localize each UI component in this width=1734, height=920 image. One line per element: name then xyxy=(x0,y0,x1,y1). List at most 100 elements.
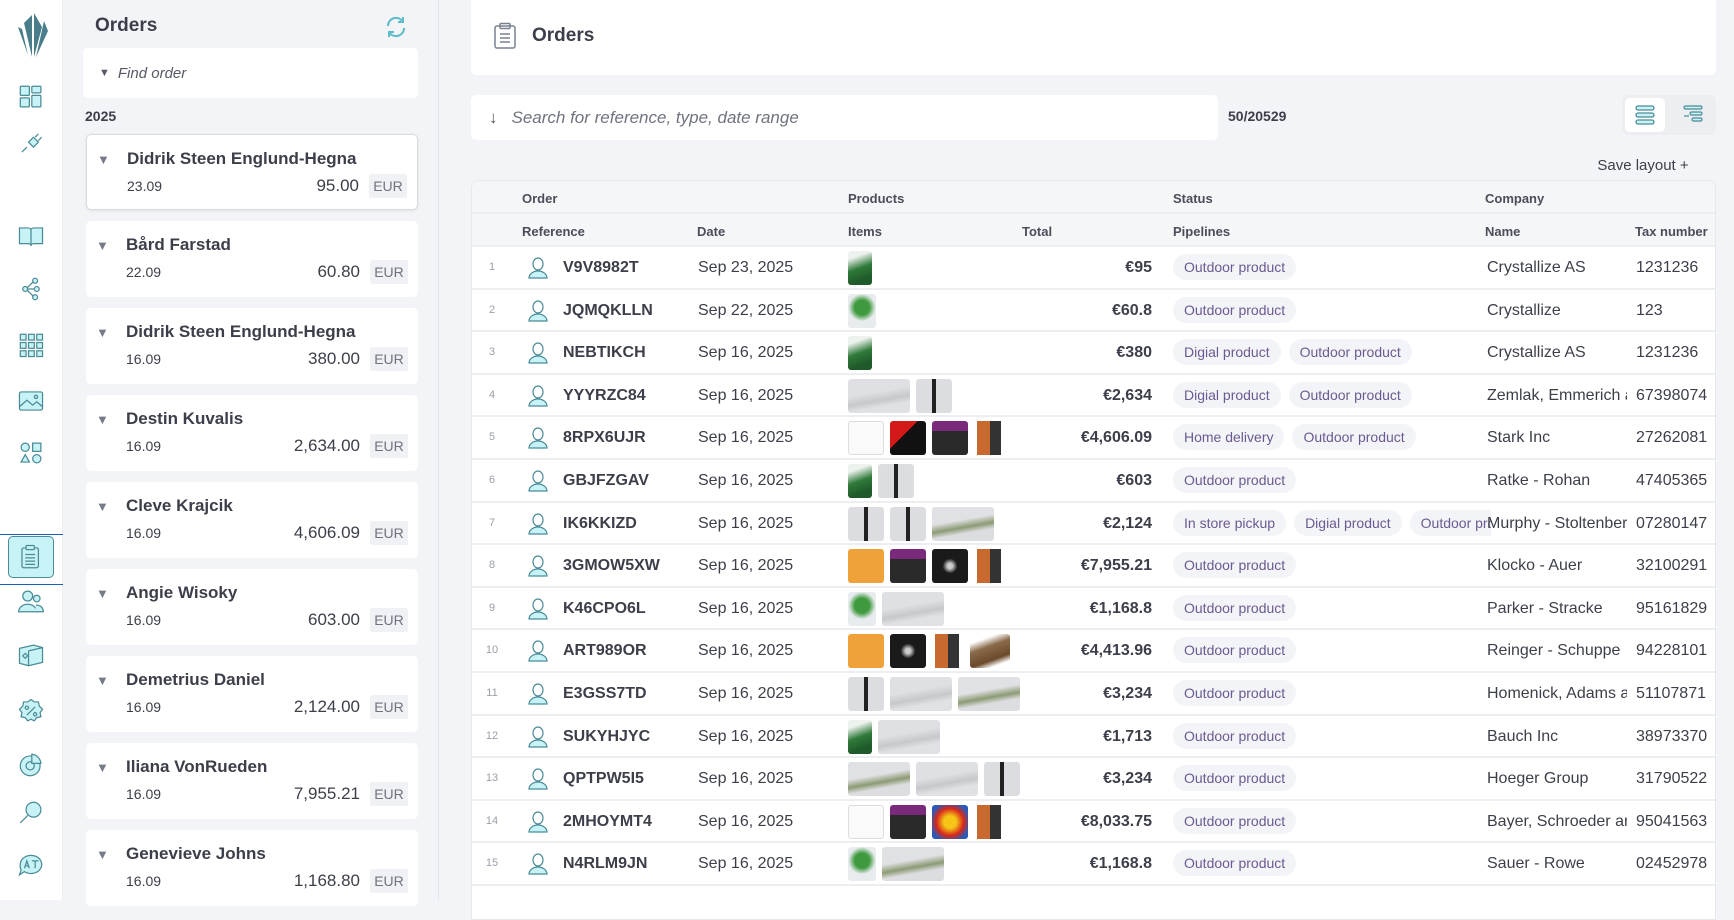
order-card[interactable]: ▼ Demetrius Daniel 16.09 2,124.00 EUR xyxy=(86,656,418,732)
shapes-icon[interactable] xyxy=(14,436,48,470)
product-thumbnail-lamp[interactable] xyxy=(878,464,914,498)
customers-icon[interactable] xyxy=(14,584,48,618)
col-tax-number[interactable]: Tax number xyxy=(1635,224,1708,239)
order-card[interactable]: ▼ Didrik Steen Englund-Hegna 16.09 380.0… xyxy=(86,308,418,384)
product-thumbnail-chair-green[interactable] xyxy=(932,506,994,541)
table-row[interactable]: 7 IK6KKIZD Sep 16, 2025 €2,124 In store … xyxy=(472,503,1715,546)
product-thumbnail-turntable[interactable] xyxy=(970,634,1010,669)
table-row[interactable]: 11 E3GSS7TD Sep 16, 2025 €3,234 Outdoor … xyxy=(472,673,1715,716)
product-thumbnail-plant[interactable] xyxy=(848,719,872,754)
product-thumbnail-sabbath[interactable] xyxy=(890,549,926,584)
table-row[interactable]: 1 V9V8982T Sep 23, 2025 €95 Outdoor prod… xyxy=(472,247,1715,290)
pipeline-badge[interactable]: Digial product xyxy=(1294,509,1402,536)
product-thumbnail-orange[interactable] xyxy=(848,634,884,669)
order-reference[interactable]: ART989OR xyxy=(563,642,647,660)
translate-icon[interactable] xyxy=(14,848,48,882)
dashboard-icon[interactable] xyxy=(14,80,48,114)
product-thumbnail-plant[interactable] xyxy=(848,464,872,498)
product-thumbnail-chair[interactable] xyxy=(916,762,978,797)
order-reference[interactable]: 2MHOYMT4 xyxy=(563,812,652,830)
order-reference[interactable]: 3GMOW5XW xyxy=(563,557,660,575)
expand-triangle-icon[interactable]: ▼ xyxy=(96,325,109,340)
product-thumbnail-chair-green[interactable] xyxy=(848,762,910,797)
table-row[interactable]: 4 YYYRZC84 Sep 16, 2025 €2,634 Digial pr… xyxy=(472,375,1715,418)
order-card[interactable]: ▼ Bård Farstad 22.09 60.80 EUR xyxy=(86,221,418,297)
product-thumbnail-lamp[interactable] xyxy=(848,506,884,541)
product-thumbnail-speaker[interactable] xyxy=(974,421,1006,456)
search-input[interactable]: ↓ Search for reference, type, date range xyxy=(471,95,1218,140)
col-pipelines[interactable]: Pipelines xyxy=(1173,224,1231,239)
table-row[interactable]: 15 N4RLM9JN Sep 16, 2025 €1,168.8 Outdoo… xyxy=(472,843,1715,886)
order-reference[interactable]: JQMQKLLN xyxy=(563,301,653,319)
order-card[interactable]: ▼ Cleve Krajcik 16.09 4,606.09 EUR xyxy=(86,482,418,558)
pipeline-badge[interactable]: Outdoor product xyxy=(1173,552,1297,579)
col-items[interactable]: Items xyxy=(848,224,882,239)
order-reference[interactable]: N4RLM9JN xyxy=(563,855,648,873)
expand-triangle-icon[interactable]: ▼ xyxy=(96,586,109,601)
image-icon[interactable] xyxy=(14,384,48,418)
product-thumbnail-chair-green[interactable] xyxy=(882,847,944,882)
pipeline-badge[interactable]: Outdoor product xyxy=(1173,850,1297,877)
pipeline-badge[interactable]: Outdoor product xyxy=(1173,680,1297,706)
table-row[interactable]: 8 3GMOW5XW Sep 16, 2025 €7,955.21 Outdoo… xyxy=(472,545,1715,588)
product-thumbnail-beatles[interactable] xyxy=(848,804,884,839)
order-reference[interactable]: SUKYHJYC xyxy=(563,727,651,745)
pipeline-badge[interactable]: Outdoor product xyxy=(1173,296,1297,323)
pipeline-badge[interactable]: Outdoor product xyxy=(1288,381,1412,408)
product-thumbnail-orange[interactable] xyxy=(848,549,884,584)
order-card[interactable]: ▼ Didrik Steen Englund-Hegna 23.09 95.00… xyxy=(86,134,418,210)
order-reference[interactable]: YYYRZC84 xyxy=(563,386,646,404)
order-reference[interactable]: V9V8982T xyxy=(563,259,639,276)
product-thumbnail-chair[interactable] xyxy=(890,677,952,711)
order-reference[interactable]: IK6KKIZD xyxy=(563,514,637,532)
grid-icon[interactable] xyxy=(14,328,48,362)
box-icon[interactable] xyxy=(14,638,48,672)
product-thumbnail-speaker[interactable] xyxy=(932,634,964,669)
product-thumbnail-beatles[interactable] xyxy=(848,421,884,456)
refresh-icon[interactable] xyxy=(383,14,409,45)
pipeline-badge[interactable]: Outdoor product xyxy=(1288,339,1412,366)
order-card[interactable]: ▼ Angie Wisoky 16.09 603.00 EUR xyxy=(86,569,418,645)
pipeline-badge[interactable]: Home delivery xyxy=(1173,424,1285,451)
chart-icon[interactable] xyxy=(14,748,48,782)
pipeline-badge[interactable]: Outdoor product xyxy=(1173,254,1297,280)
expand-triangle-icon[interactable]: ▼ xyxy=(96,412,109,427)
pipeline-badge[interactable]: Outdoor product xyxy=(1409,509,1491,536)
product-thumbnail-sabbath[interactable] xyxy=(932,421,968,456)
product-thumbnail-lamp[interactable] xyxy=(916,378,952,413)
product-thumbnail-album-fire[interactable] xyxy=(932,804,968,839)
plug-icon[interactable] xyxy=(14,126,48,160)
product-thumbnail-album-dark[interactable] xyxy=(932,549,968,584)
expand-triangle-icon[interactable]: ▼ xyxy=(96,673,109,688)
col-name[interactable]: Name xyxy=(1485,224,1521,239)
order-reference[interactable]: E3GSS7TD xyxy=(563,685,647,702)
list-view-button[interactable] xyxy=(1625,98,1665,132)
order-reference[interactable]: NEBTIKCH xyxy=(563,344,646,362)
product-thumbnail-plant-pot[interactable] xyxy=(848,591,876,626)
product-thumbnail-album-dark[interactable] xyxy=(890,634,926,669)
graph-icon[interactable] xyxy=(14,272,48,306)
pipeline-badge[interactable]: Outdoor product xyxy=(1173,807,1297,834)
table-row[interactable]: 12 SUKYHJYC Sep 16, 2025 €1,713 Outdoor … xyxy=(472,716,1715,759)
product-thumbnail-lamp[interactable] xyxy=(890,506,926,541)
table-row[interactable]: 3 NEBTIKCH Sep 16, 2025 €380 Digial prod… xyxy=(472,332,1715,375)
table-row[interactable]: 14 2MHOYMT4 Sep 16, 2025 €8,033.75 Outdo… xyxy=(472,801,1715,844)
pipeline-badge[interactable]: Outdoor product xyxy=(1173,637,1297,664)
book-icon[interactable] xyxy=(14,220,48,254)
table-row[interactable]: 5 8RPX6UJR Sep 16, 2025 €4,606.09 Home d… xyxy=(472,417,1715,460)
pipeline-badge[interactable]: In store pickup xyxy=(1173,509,1287,536)
discount-icon[interactable] xyxy=(14,694,48,728)
product-thumbnail-sabbath[interactable] xyxy=(890,804,926,839)
product-thumbnail-lamp[interactable] xyxy=(984,762,1020,797)
expand-triangle-icon[interactable]: ▼ xyxy=(96,238,109,253)
table-row[interactable]: 6 GBJFZGAV Sep 16, 2025 €603 Outdoor pro… xyxy=(472,460,1715,503)
table-row[interactable]: 9 K46CPO6L Sep 16, 2025 €1,168.8 Outdoor… xyxy=(472,588,1715,631)
pipeline-badge[interactable]: Digial product xyxy=(1173,339,1281,366)
product-thumbnail-lamp[interactable] xyxy=(848,677,884,711)
logo-icon[interactable] xyxy=(12,8,52,60)
table-row[interactable]: 13 QPTPW5I5 Sep 16, 2025 €3,234 Outdoor … xyxy=(472,758,1715,801)
order-reference[interactable]: 8RPX6UJR xyxy=(563,429,646,447)
pipeline-badge[interactable]: Outdoor product xyxy=(1173,467,1297,493)
product-thumbnail-chair-green[interactable] xyxy=(958,677,1020,711)
table-row[interactable]: 10 ART989OR Sep 16, 2025 €4,413.96 Outdo… xyxy=(472,630,1715,673)
